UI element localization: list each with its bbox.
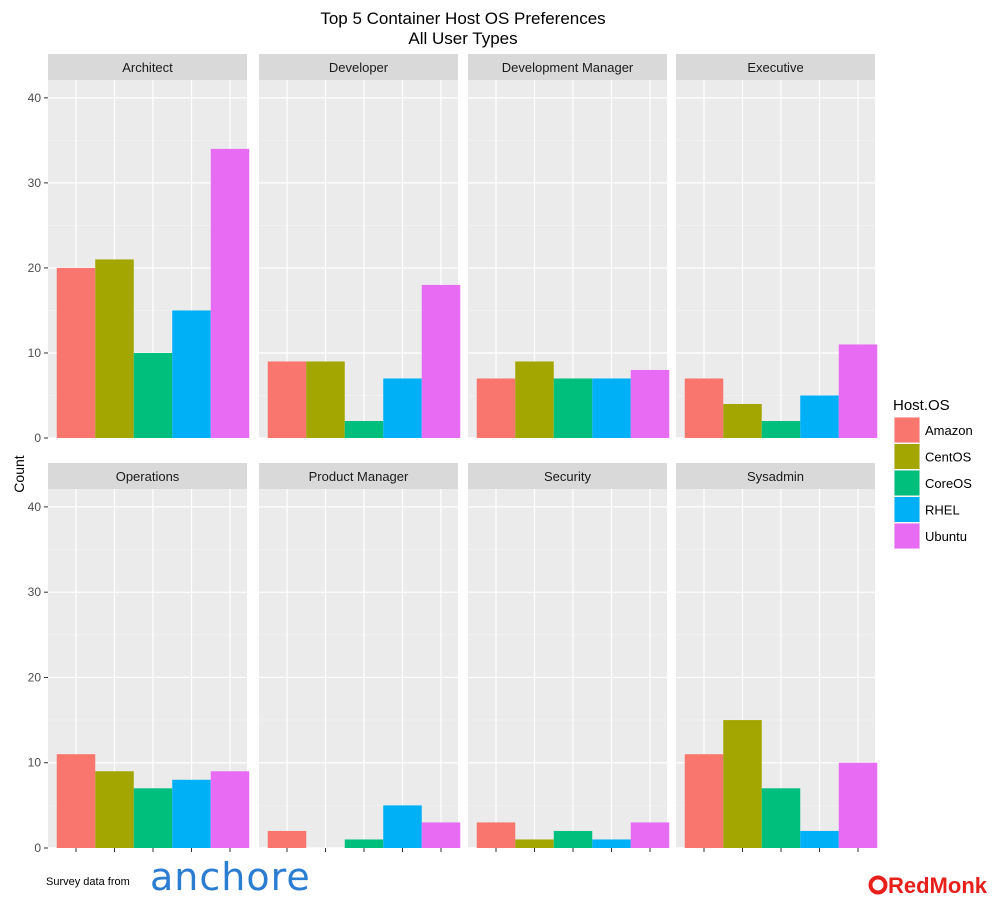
bar-executive-amazon	[684, 378, 724, 438]
facet-strip-label-sysadmin: Sysadmin	[747, 469, 804, 484]
facet-sysadmin: Sysadmin	[676, 463, 878, 852]
facet-strip-operations	[48, 463, 247, 489]
facet-strip-product-manager	[259, 463, 458, 489]
bar-operations-coreos	[133, 788, 173, 848]
facet-security: Security	[468, 463, 670, 852]
bar-architect-centos	[95, 259, 134, 438]
footer-background	[0, 852, 290, 900]
facet-strip-sysadmin	[676, 463, 875, 489]
bar-security-rhel	[592, 839, 631, 848]
legend-key-centos	[894, 444, 920, 469]
bar-developer-ubuntu	[421, 284, 461, 438]
redmonk-logo-mark	[868, 875, 888, 895]
facet-strip-development-manager	[468, 54, 667, 80]
bar-architect-amazon	[56, 267, 96, 438]
legend-label-rhel: RHEL	[925, 503, 960, 518]
legend-title: Host.OS	[893, 397, 950, 414]
y-tick-label: 10	[28, 756, 42, 770]
facet-strip-label-development-manager: Development Manager	[502, 60, 634, 75]
legend-label-centos: CentOS	[925, 450, 972, 465]
bar-developer-rhel	[383, 378, 422, 438]
bar-security-centos	[515, 839, 554, 848]
y-tick-label: 40	[28, 91, 42, 105]
y-tick-label: 10	[28, 346, 42, 360]
y-tick-label: 30	[28, 176, 42, 190]
legend-label-ubuntu: Ubuntu	[925, 529, 967, 544]
bar-development-manager-ubuntu	[630, 369, 670, 438]
facet-development-manager: Development Manager	[468, 54, 670, 439]
legend-key-amazon	[894, 417, 920, 443]
y-tick-label: 30	[28, 585, 42, 599]
legend-label-amazon: Amazon	[925, 423, 973, 438]
bar-security-coreos	[553, 830, 593, 848]
facet-strip-architect	[48, 54, 247, 80]
y-tick-label: 20	[28, 261, 42, 275]
facet-strip-label-architect: Architect	[122, 60, 173, 75]
bar-sysadmin-centos	[723, 720, 762, 848]
bar-developer-amazon	[267, 361, 307, 438]
bar-operations-amazon	[56, 754, 96, 848]
bar-architect-coreos	[133, 352, 173, 438]
bar-security-ubuntu	[630, 822, 670, 848]
bar-architect-ubuntu	[210, 148, 250, 439]
facet-product-manager: Product Manager	[259, 463, 461, 852]
anchore-logo: anchore	[150, 855, 311, 899]
facet-operations: Operations 0 10 20 30 40	[28, 463, 250, 855]
legend-key-rhel	[894, 497, 920, 522]
y-tick-label: 20	[28, 670, 42, 684]
y-tick-label: 0	[34, 431, 41, 445]
legend: Host.OS Amazon CentOS CoreOS RHEL Ubuntu	[893, 397, 973, 549]
bar-executive-ubuntu	[838, 344, 878, 438]
facet-strip-label-security: Security	[544, 469, 591, 484]
bar-sysadmin-rhel	[800, 830, 839, 848]
bar-sysadmin-coreos	[761, 788, 801, 848]
panel-background-security	[468, 489, 667, 848]
facet-executive: Executive	[676, 54, 878, 439]
bar-product-manager-ubuntu	[421, 822, 461, 848]
bar-product-manager-coreos	[344, 839, 384, 848]
facet-strip-label-executive: Executive	[747, 60, 803, 75]
bar-development-manager-centos	[515, 361, 554, 438]
facet-developer: Developer	[259, 54, 461, 439]
survey-credit-text: Survey data from	[46, 876, 130, 888]
bar-product-manager-amazon	[267, 830, 307, 848]
facet-strip-label-product-manager: Product Manager	[309, 469, 409, 484]
panel-background-product-manager	[259, 489, 458, 848]
legend-key-ubuntu	[894, 523, 920, 549]
bar-architect-rhel	[172, 310, 211, 438]
bar-executive-rhel	[800, 395, 839, 438]
y-axis-title: Count	[11, 455, 27, 492]
facet-strip-label-operations: Operations	[116, 469, 180, 484]
y-tick-label: 40	[28, 500, 42, 514]
bar-product-manager-rhel	[383, 805, 422, 848]
facet-strip-security	[468, 463, 667, 489]
bar-development-manager-rhel	[592, 378, 631, 438]
bar-developer-coreos	[344, 420, 384, 438]
bar-sysadmin-amazon	[684, 754, 724, 848]
facet-architect: Architect 0 10 20 30 40	[28, 54, 250, 445]
bar-executive-coreos	[761, 420, 801, 438]
bar-operations-rhel	[172, 779, 211, 848]
bar-developer-centos	[306, 361, 345, 438]
redmonk-logo: RedMonk	[868, 873, 988, 898]
chart-subtitle: All User Types	[408, 29, 517, 48]
bar-operations-ubuntu	[210, 771, 250, 848]
facet-strip-label-developer: Developer	[329, 60, 389, 75]
bar-development-manager-coreos	[553, 378, 593, 438]
footer: Survey data from anchore RedMonk	[0, 852, 988, 900]
chart-title: Top 5 Container Host OS Preferences	[320, 9, 605, 28]
y-tick-label: 0	[34, 841, 41, 855]
bar-sysadmin-ubuntu	[838, 762, 878, 848]
facet-panels: Architect 0 10 20 30 40 Developer Development M…	[28, 54, 878, 855]
facet-strip-developer	[259, 54, 458, 80]
legend-key-coreos	[894, 470, 920, 496]
redmonk-logo-text: RedMonk	[888, 873, 988, 898]
bar-executive-centos	[723, 403, 762, 438]
facet-strip-executive	[676, 54, 875, 80]
bar-security-amazon	[476, 822, 516, 848]
bar-development-manager-amazon	[476, 378, 516, 438]
bar-operations-centos	[95, 771, 134, 848]
legend-label-coreos: CoreOS	[925, 476, 972, 491]
